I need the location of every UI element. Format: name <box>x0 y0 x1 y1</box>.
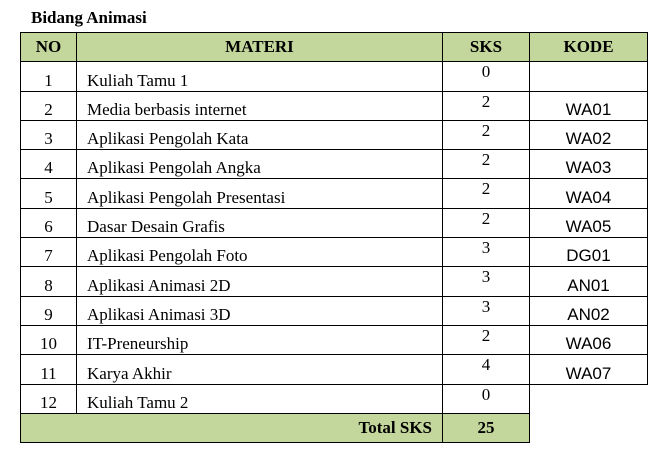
row-no: 4 <box>20 149 77 180</box>
table-row: 3 Aplikasi Pengolah Kata 2 WA02 <box>20 119 648 151</box>
row-kode: WA03 <box>529 149 648 180</box>
table-row: 4 Aplikasi Pengolah Angka 2 WA03 <box>20 149 648 180</box>
table-row: 8 Aplikasi Animasi 2D 3 AN01 <box>20 266 648 297</box>
row-sks: 2 <box>442 149 530 180</box>
table-row: 7 Aplikasi Pengolah Foto 3 DG01 <box>20 237 648 268</box>
section-title: Bidang Animasi <box>31 8 147 27</box>
row-materi: Aplikasi Pengolah Presentasi <box>76 178 443 209</box>
course-table: NO MATERI SKS KODE 1 Kuliah Tamu 1 0 2 Media… <box>20 31 648 444</box>
row-kode <box>530 384 648 413</box>
table-row: 10 IT-Preneurship 2 WA06 <box>20 324 648 356</box>
header-no: NO <box>20 31 77 63</box>
row-no: 5 <box>20 178 77 209</box>
row-kode <box>529 61 648 92</box>
row-materi: Dasar Desain Grafis <box>76 207 443 239</box>
table-row: 11 Karya Akhir 4 WA07 <box>20 354 648 385</box>
row-no: 2 <box>20 90 77 121</box>
row-kode: DG01 <box>529 237 648 268</box>
table-row: 6 Dasar Desain Grafis 2 WA05 <box>20 207 648 239</box>
row-materi: Media berbasis internet <box>76 90 443 121</box>
row-kode: AN02 <box>529 295 648 326</box>
row-no: 10 <box>20 324 77 356</box>
row-kode: AN01 <box>529 266 648 297</box>
row-sks: 2 <box>442 324 530 356</box>
row-materi: Kuliah Tamu 1 <box>76 61 443 92</box>
total-label: Total SKS <box>20 412 443 444</box>
header-sks: SKS <box>442 31 530 63</box>
row-materi: Aplikasi Pengolah Angka <box>76 149 443 180</box>
row-no: 7 <box>20 237 77 268</box>
row-kode: WA05 <box>529 207 648 239</box>
row-materi: Aplikasi Animasi 2D <box>76 266 443 297</box>
row-no: 11 <box>20 354 77 385</box>
row-materi: IT-Preneurship <box>76 324 443 356</box>
row-sks: 4 <box>442 354 530 385</box>
row-materi: Aplikasi Animasi 3D <box>76 295 443 326</box>
total-value: 25 <box>442 412 530 444</box>
row-kode: WA04 <box>529 178 648 209</box>
row-sks: 2 <box>442 90 530 121</box>
row-sks: 3 <box>442 266 530 297</box>
row-materi: Aplikasi Pengolah Foto <box>76 237 443 268</box>
row-materi: Kuliah Tamu 2 <box>76 383 443 414</box>
row-materi: Aplikasi Pengolah Kata <box>76 119 443 151</box>
row-materi: Karya Akhir <box>76 354 443 385</box>
table-header-row: NO MATERI SKS KODE <box>20 31 648 63</box>
row-no: 3 <box>20 119 77 151</box>
row-sks: 2 <box>442 207 530 239</box>
row-kode: WA07 <box>529 354 648 385</box>
total-row: Total SKS 25 <box>20 412 648 444</box>
row-kode: WA06 <box>529 324 648 356</box>
row-no: 8 <box>20 266 77 297</box>
row-sks: 2 <box>442 119 530 151</box>
row-no: 1 <box>20 61 77 92</box>
row-kode: WA01 <box>529 90 648 121</box>
table-row: 2 Media berbasis internet 2 WA01 <box>20 90 648 121</box>
header-kode: KODE <box>529 31 648 63</box>
row-sks: 0 <box>442 61 530 92</box>
row-sks: 3 <box>442 295 530 326</box>
row-sks: 0 <box>442 383 530 414</box>
table-row: 9 Aplikasi Animasi 3D 3 AN02 <box>20 295 648 326</box>
header-materi: MATERI <box>76 31 443 63</box>
table-row: 5 Aplikasi Pengolah Presentasi 2 WA04 <box>20 178 648 209</box>
row-no: 12 <box>20 383 77 414</box>
row-sks: 3 <box>442 237 530 268</box>
total-blank-cell <box>530 413 648 442</box>
row-kode: WA02 <box>529 119 648 151</box>
row-no: 9 <box>20 295 77 326</box>
row-sks: 2 <box>442 178 530 209</box>
row-no: 6 <box>20 207 77 239</box>
